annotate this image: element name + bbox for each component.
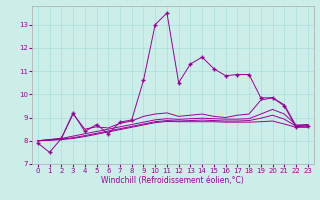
X-axis label: Windchill (Refroidissement éolien,°C): Windchill (Refroidissement éolien,°C) [101, 176, 244, 185]
